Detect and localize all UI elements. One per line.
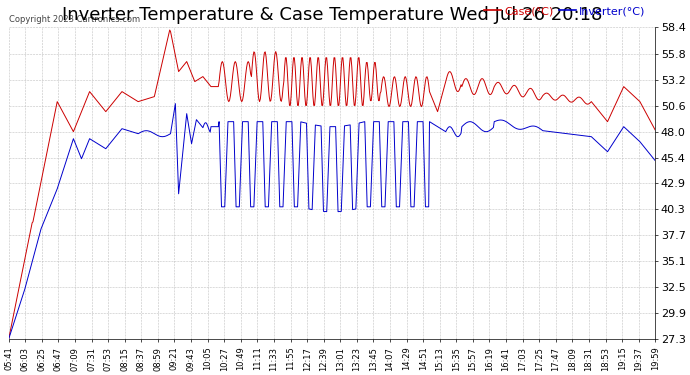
Text: Copyright 2023 Cartronics.com: Copyright 2023 Cartronics.com: [9, 15, 140, 24]
Legend: Case(°C), Inverter(°C): Case(°C), Inverter(°C): [480, 2, 650, 21]
Title: Inverter Temperature & Case Temperature Wed Jul 26 20:18: Inverter Temperature & Case Temperature …: [62, 6, 602, 24]
